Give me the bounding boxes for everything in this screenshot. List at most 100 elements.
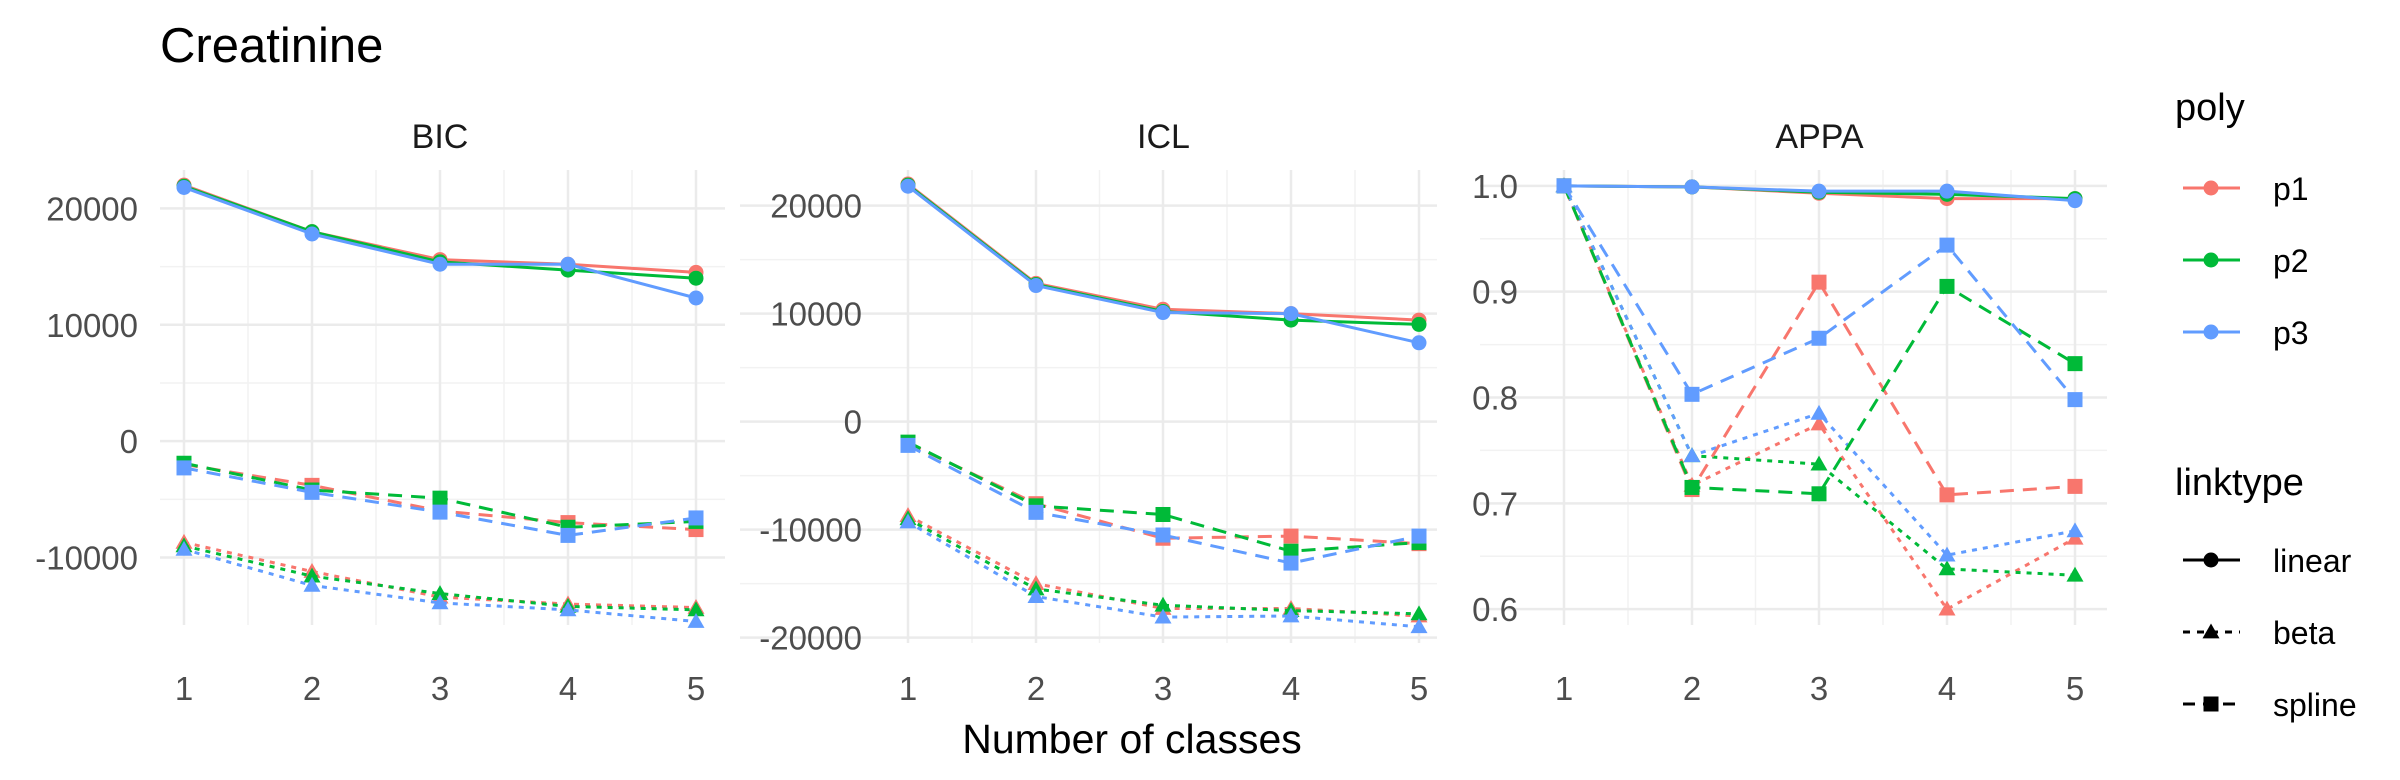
series-line [183,540,697,610]
x-tick-label: 4 [559,670,577,707]
panel-strip-label: ICL [1137,118,1190,156]
y-tick-label: 1.0 [1472,168,1518,205]
data-point [900,178,916,194]
data-point [1154,608,1172,624]
data-point [687,613,705,628]
legend-label: linear [2273,543,2352,579]
data-point [1938,600,1956,616]
x-tick-label: 4 [1938,670,1956,707]
data-point [176,179,192,195]
legend-title-poly: poly [2175,87,2245,129]
data-point [304,226,320,242]
data-point [1684,479,1700,495]
legend-key-marker [2203,552,2219,568]
data-point [2066,522,2084,538]
panel-bic: 20000 10000 0 -10000 1 2 3 4 5 BIC [35,118,725,707]
data-point [688,270,704,286]
data-point [1028,278,1044,294]
data-point [1811,330,1827,346]
y-tick-label: 0.6 [1472,591,1518,628]
series-line [1562,185,2077,401]
y-tick-label: 20000 [46,190,138,227]
y-tick-label: 10000 [770,296,862,333]
x-tick-label: 3 [1154,670,1172,707]
data-point [1810,404,1828,420]
data-point [1939,183,1955,199]
panel-strip-label: APPA [1775,118,1864,156]
data-point [1938,546,1956,562]
series-p3-linear [176,179,704,306]
data-point [560,256,576,272]
x-tick-label: 1 [899,670,917,707]
legend-item-p3: p3 [2183,315,2309,351]
data-point [1155,506,1171,522]
legend-label: p2 [2273,243,2309,279]
data-point [1283,306,1299,322]
series-p3-beta [899,513,1428,634]
data-point [1283,528,1299,544]
panel-appa: 1.0 0.9 0.8 0.7 0.6 1 2 3 4 5 APPA [1472,118,2107,707]
data-point [688,510,704,526]
legend-key-marker [2203,324,2219,340]
data-point [2067,356,2083,372]
data-point [1938,560,1956,576]
data-point [1411,316,1427,332]
data-point [431,585,449,600]
data-point [1028,504,1044,520]
x-tick-label: 4 [1282,670,1300,707]
series-p3-spline [1556,178,2083,408]
x-tick-label: 1 [175,670,193,707]
legend-label: beta [2273,615,2335,651]
data-point [1154,596,1172,612]
data-point [1810,415,1828,431]
legend-item-beta: beta [2183,615,2335,651]
x-tick-label: 2 [1027,670,1045,707]
data-point [432,256,448,272]
panel-strip-label: BIC [412,118,469,156]
series-line [907,517,1420,616]
x-tick-label: 5 [2066,670,2084,707]
x-axis-title: Number of classes [962,716,1302,762]
legend-label: p1 [2273,171,2309,207]
data-point [1810,455,1828,471]
data-point [1027,588,1045,603]
data-point [1411,335,1427,351]
y-tick-label: -20000 [759,620,862,657]
data-point [431,594,449,610]
data-point [1811,183,1827,199]
x-tick-label: 2 [1683,670,1701,707]
x-tick-label: 1 [1555,670,1573,707]
panel-icl: 20000 10000 0 -10000 -20000 1 2 3 4 5 ICL [740,118,1437,707]
x-tick-label: 2 [303,670,321,707]
legend-key-marker [2203,252,2219,268]
data-point [1410,605,1428,621]
data-point [175,540,193,556]
data-point [688,290,704,306]
data-point [1411,528,1427,544]
legend-key-marker [2203,696,2219,712]
x-tick-label: 5 [1410,670,1428,707]
data-point [900,437,916,453]
x-tick-label: 3 [1810,670,1828,707]
data-point [1027,580,1045,596]
legend-key-marker [2203,180,2219,196]
y-tick-label: -10000 [759,512,862,549]
x-tick-label: 5 [687,670,705,707]
data-point [2067,478,2083,494]
y-tick-label: -10000 [35,540,138,577]
data-point [1283,555,1299,571]
data-point [687,601,705,617]
data-point [1811,486,1827,502]
legend-item-p2: p2 [2183,243,2309,279]
data-point [1684,179,1700,195]
series-p3-beta [175,540,705,628]
data-point [2067,193,2083,209]
data-point [303,576,321,592]
series-line [907,440,1420,553]
data-point [1811,274,1827,290]
data-point [1155,305,1171,321]
data-point [1410,618,1428,634]
data-point [1556,178,1572,194]
data-point [560,527,576,543]
